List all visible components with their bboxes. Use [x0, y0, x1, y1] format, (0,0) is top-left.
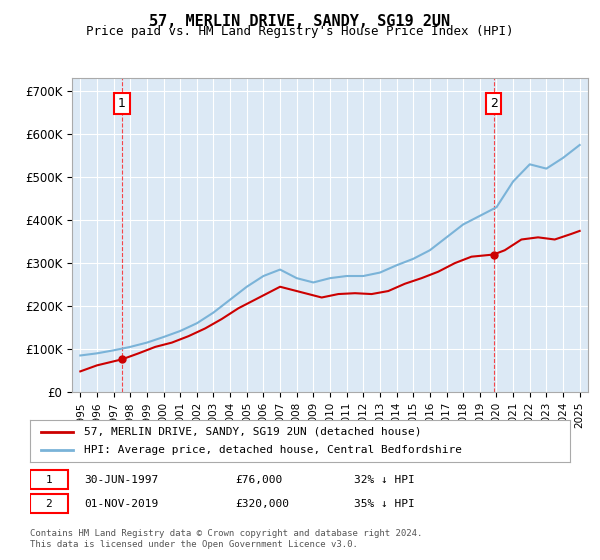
Text: 30-JUN-1997: 30-JUN-1997: [84, 475, 158, 485]
Text: 57, MERLIN DRIVE, SANDY, SG19 2UN: 57, MERLIN DRIVE, SANDY, SG19 2UN: [149, 14, 451, 29]
Text: 57, MERLIN DRIVE, SANDY, SG19 2UN (detached house): 57, MERLIN DRIVE, SANDY, SG19 2UN (detac…: [84, 427, 421, 437]
Text: 1: 1: [46, 475, 52, 485]
Text: £76,000: £76,000: [235, 475, 283, 485]
Text: £320,000: £320,000: [235, 499, 289, 509]
Text: 35% ↓ HPI: 35% ↓ HPI: [354, 499, 415, 509]
Text: HPI: Average price, detached house, Central Bedfordshire: HPI: Average price, detached house, Cent…: [84, 445, 462, 455]
Text: Price paid vs. HM Land Registry's House Price Index (HPI): Price paid vs. HM Land Registry's House …: [86, 25, 514, 38]
FancyBboxPatch shape: [30, 494, 68, 514]
FancyBboxPatch shape: [30, 470, 68, 489]
Text: 2: 2: [46, 499, 52, 509]
Text: 32% ↓ HPI: 32% ↓ HPI: [354, 475, 415, 485]
Text: 1: 1: [118, 97, 126, 110]
Text: 2: 2: [490, 97, 497, 110]
Text: Contains HM Land Registry data © Crown copyright and database right 2024.
This d: Contains HM Land Registry data © Crown c…: [30, 529, 422, 549]
Text: 01-NOV-2019: 01-NOV-2019: [84, 499, 158, 509]
